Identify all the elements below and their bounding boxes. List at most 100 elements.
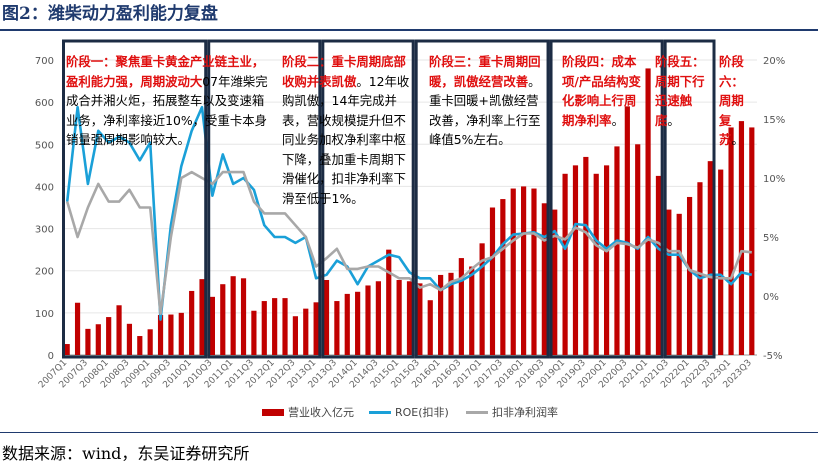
revenue-bar <box>355 291 361 355</box>
revenue-bar <box>448 272 454 355</box>
phase-1-title: 阶段一：聚焦重卡黄金产业链主业，盈利能力强，周期波动大 <box>66 54 265 89</box>
revenue-bar <box>74 302 81 355</box>
revenue-bar <box>126 323 133 355</box>
revenue-bar <box>469 266 475 355</box>
phase-6-title: 阶段六：周期复苏 <box>719 54 744 147</box>
revenue-bar <box>292 316 298 355</box>
phase-5-text: 阶段五：周期下行迅速触底。 <box>655 52 707 130</box>
legend-swatch-revenue <box>262 408 284 416</box>
left-axis-tick-label: 500 <box>35 140 54 151</box>
legend-label-roe: ROE(扣非) <box>395 406 449 419</box>
revenue-bar <box>106 317 112 355</box>
revenue-bar <box>655 175 662 355</box>
right-axis-tick-label: 20% <box>763 56 785 67</box>
revenue-bar <box>137 336 143 355</box>
revenue-bar <box>438 274 444 355</box>
net-margin-line <box>65 170 752 316</box>
right-axis-ticks: -5% 0% 5% 10% 15% 20% <box>763 56 785 362</box>
legend-swatch-margin <box>466 410 488 414</box>
phase-6-text: 阶段六：周期复苏。 <box>719 52 753 150</box>
right-axis-tick-label: 5% <box>763 233 779 244</box>
revenue-bar <box>116 305 122 355</box>
revenue-bar <box>676 213 682 355</box>
revenue-bar <box>365 285 371 355</box>
revenue-bar <box>344 293 350 355</box>
revenue-bar <box>64 344 70 355</box>
revenue-bar <box>427 300 433 355</box>
phase-6-body: 。 <box>731 132 744 147</box>
legend-label-margin: 扣非净利润率 <box>492 406 558 419</box>
phase-5-body: 。 <box>667 112 680 128</box>
phase-3-text: 阶段三：重卡周期回暖，凯傲经营改善。重卡回暖+凯傲经营改善，净利率上行至峰值5%… <box>429 52 548 150</box>
phase-4-body: 。 <box>611 112 624 128</box>
left-axis-tick-label: 300 <box>35 225 54 236</box>
legend-swatch-roe <box>369 410 391 414</box>
title-rule <box>0 29 818 31</box>
revenue-bar <box>728 127 734 355</box>
revenue-bar <box>396 279 402 355</box>
revenue-bar <box>489 207 496 355</box>
revenue-bar <box>178 312 184 355</box>
phase-5-title: 阶段五：周期下行迅速触底 <box>655 54 705 128</box>
revenue-bar <box>303 308 309 355</box>
revenue-bar <box>334 301 340 355</box>
phase-2-title: 阶段二：重卡周期底部收购并表凯傲 <box>282 54 406 89</box>
left-axis-tick-label: 600 <box>35 98 54 109</box>
right-axis-tick-label: -5% <box>763 351 782 362</box>
revenue-bar <box>209 296 216 355</box>
phase-box <box>207 39 322 359</box>
revenue-bar <box>147 329 153 355</box>
phase-box <box>62 39 208 359</box>
revenue-bar <box>510 188 516 355</box>
x-axis-ticks: 2007Q12007Q32008Q12008Q32009Q12009Q32010… <box>37 358 754 390</box>
revenue-bar <box>707 161 713 355</box>
chart-legend: 营业收入亿元 ROE(扣非) 扣非净利润率 <box>0 404 818 422</box>
legend-item-roe: ROE(扣非) <box>369 404 449 420</box>
revenue-bar <box>458 258 464 355</box>
revenue-bar <box>603 165 610 355</box>
revenue-bar <box>240 278 247 355</box>
phase-1-text: 阶段一：聚焦重卡黄金产业链主业，盈利能力强，周期波动大07年潍柴完成合并湘火炬，… <box>66 52 274 150</box>
revenue-bar <box>272 298 278 355</box>
revenue-bar <box>697 182 703 355</box>
revenue-bar <box>189 290 195 355</box>
revenue-bar <box>479 243 485 355</box>
source-note: 数据来源：wind，东吴证券研究所 <box>2 444 250 463</box>
left-axis-tick-label: 700 <box>35 56 54 67</box>
revenue-bar <box>95 324 101 355</box>
right-axis-tick-label: 10% <box>763 174 785 185</box>
phase-2-text: 阶段二：重卡周期底部收购并表凯傲。12年收购凯傲，14年完成并表，营收规模提升但… <box>282 52 416 208</box>
figure-title: 图2：潍柴动力盈利能力复盘 <box>2 4 218 24</box>
revenue-bar <box>323 279 330 355</box>
phase-3-body: 。重卡回暖+凯傲经营改善，净利率上行至峰值5%左右。 <box>429 73 541 148</box>
revenue-bar <box>738 121 745 355</box>
bottom-rule <box>0 432 818 433</box>
phase-box <box>321 39 415 359</box>
revenue-bar <box>230 276 236 355</box>
phase-box <box>414 39 550 359</box>
revenue-bar <box>282 298 288 355</box>
right-axis-tick-label: 0% <box>763 292 779 303</box>
phase-3-title: 阶段三：重卡周期回暖，凯傲经营改善 <box>429 54 541 89</box>
series-lines <box>65 105 753 321</box>
left-axis-tick-label: 0 <box>48 351 54 362</box>
revenue-bar <box>645 68 651 355</box>
revenue-bar <box>562 173 568 355</box>
revenue-bar <box>375 281 381 355</box>
revenue-bar <box>261 301 267 355</box>
revenue-bar <box>666 209 672 355</box>
revenue-bar <box>199 279 205 355</box>
phase-2-body: 。12年收购凯傲，14年完成并表，营收规模提升但不同业务加权净利率中枢下降，叠加… <box>282 73 410 206</box>
revenue-bar <box>220 284 226 355</box>
left-axis-tick-label: 400 <box>35 182 54 193</box>
revenue-bar <box>417 283 423 355</box>
revenue-bar <box>531 188 537 355</box>
revenue-bar <box>718 169 724 355</box>
phase-box <box>663 39 716 359</box>
revenue-bar <box>251 310 257 355</box>
revenue-bar <box>500 199 506 355</box>
phase-4-text: 阶段四：成本项/产品结构变化影响上行周期净利率。 <box>562 52 644 130</box>
legend-item-margin: 扣非净利润率 <box>466 404 558 420</box>
phase-1-body: 07年潍柴完成合并湘火炬，拓展整车以及变速箱业务，净利率接近10%，受重卡本身销… <box>66 73 268 148</box>
